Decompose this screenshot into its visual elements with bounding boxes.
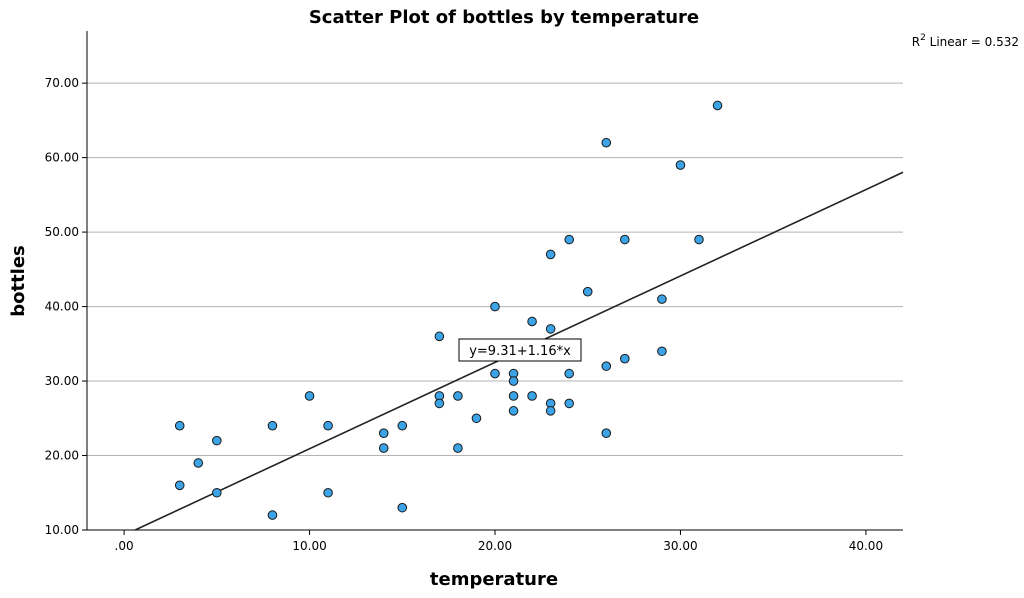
x-tick-label: 40.00	[849, 539, 883, 553]
data-point	[397, 420, 408, 431]
x-axis-label: temperature	[430, 569, 558, 590]
data-point	[675, 160, 686, 170]
data-point	[657, 346, 667, 357]
data-point	[378, 443, 389, 453]
x-axis-ticks: .00 10.00 20.00 30.00 40.00	[115, 530, 883, 553]
r2-label: R2 Linear = 0.532	[912, 33, 1019, 49]
data-point	[601, 361, 612, 371]
data-point	[564, 234, 574, 245]
data-point	[620, 234, 630, 245]
data-point	[453, 443, 463, 453]
fit-equation-label: y=9.31+1.16*x	[458, 338, 582, 362]
data-point	[508, 391, 519, 401]
data-point	[694, 234, 704, 245]
y-tick-label: 10.00	[45, 523, 79, 537]
y-tick-label: 50.00	[45, 225, 79, 239]
x-tick-label: 20.00	[478, 539, 512, 553]
data-point	[601, 137, 612, 148]
data-point	[174, 420, 185, 431]
y-tick-label: 20.00	[45, 449, 79, 463]
y-tick-label: 60.00	[45, 151, 79, 165]
data-point	[527, 391, 537, 401]
data-point	[601, 428, 612, 438]
data-point	[657, 294, 667, 304]
data-point	[527, 316, 537, 327]
y-tick-label: 30.00	[45, 374, 79, 388]
data-point	[545, 324, 556, 334]
data-point	[434, 398, 445, 409]
data-point	[545, 406, 556, 416]
gridlines	[87, 82, 903, 457]
data-point	[508, 376, 519, 386]
data-point	[545, 249, 556, 260]
data-point	[174, 480, 185, 491]
data-point	[323, 420, 333, 431]
x-tick-label: 10.00	[292, 539, 326, 553]
y-tick-label: 70.00	[45, 76, 79, 90]
data-point	[712, 100, 723, 111]
data-point	[490, 368, 500, 379]
x-tick-label: 30.00	[663, 539, 697, 553]
data-point	[378, 428, 389, 438]
y-axis-ticks: 10.00 20.00 30.00 40.00 50.00 60.00 70.00	[45, 76, 87, 537]
data-point	[564, 368, 574, 379]
data-point	[564, 398, 574, 409]
chart-title: Scatter Plot of bottles by temperature	[309, 7, 699, 28]
y-axis-label: bottles	[8, 245, 29, 317]
data-point	[453, 391, 463, 401]
data-point	[212, 435, 222, 446]
data-points	[174, 100, 723, 520]
data-point	[304, 391, 315, 401]
data-point	[471, 413, 482, 424]
data-point	[508, 406, 519, 416]
data-point	[267, 510, 278, 520]
data-point	[267, 420, 278, 431]
data-point	[323, 487, 333, 498]
data-point	[212, 487, 222, 498]
data-point	[490, 301, 500, 312]
y-tick-label: 40.00	[45, 300, 79, 314]
fit-equation-text: y=9.31+1.16*x	[469, 344, 571, 359]
data-point	[582, 286, 593, 297]
x-tick-label: .00	[115, 539, 134, 553]
data-point	[193, 458, 204, 468]
data-point	[434, 331, 445, 342]
data-point	[620, 353, 630, 364]
data-point	[397, 502, 408, 513]
